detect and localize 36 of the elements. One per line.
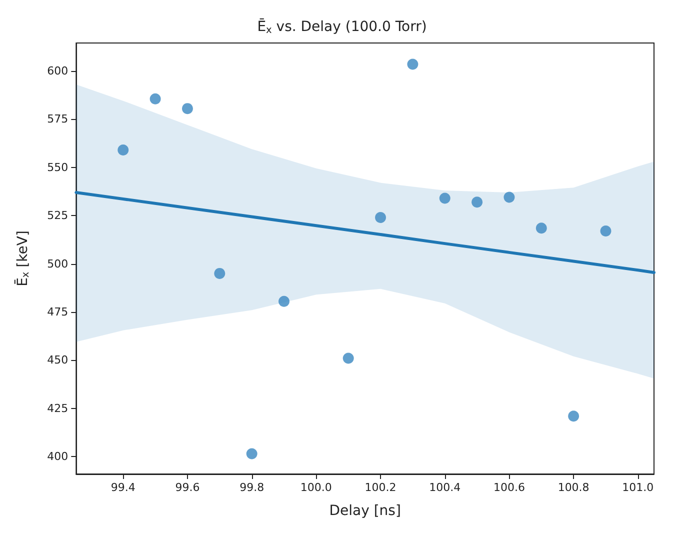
y-tick-label: 525 bbox=[47, 209, 68, 222]
point bbox=[246, 448, 258, 460]
y-tick-label: 475 bbox=[47, 306, 68, 319]
y-tick-label: 600 bbox=[47, 64, 68, 78]
y-tick-label: 550 bbox=[47, 160, 68, 174]
y-tick-label: 400 bbox=[47, 450, 68, 464]
x-tick-label: 99.8 bbox=[240, 481, 264, 494]
point bbox=[150, 93, 161, 104]
point bbox=[600, 226, 612, 237]
x-tick-label: 100.8 bbox=[558, 481, 590, 494]
y-tick-label: 425 bbox=[47, 402, 68, 415]
point bbox=[214, 268, 226, 279]
x-axis-title: Delay [ns] bbox=[329, 503, 401, 519]
point bbox=[342, 352, 354, 364]
point bbox=[504, 192, 515, 203]
point bbox=[118, 144, 129, 156]
x-tick-label: 99.4 bbox=[110, 481, 136, 494]
point bbox=[407, 58, 418, 70]
point bbox=[375, 212, 386, 224]
point bbox=[439, 192, 450, 204]
point bbox=[278, 296, 290, 307]
x-tick-label: 100.2 bbox=[364, 481, 396, 494]
y-axis-title: Ēx [keV] bbox=[14, 230, 32, 286]
line-series bbox=[74, 190, 656, 274]
y-tick-label: 575 bbox=[47, 112, 68, 126]
x-tick-label: 100.6 bbox=[493, 481, 525, 494]
y-tick-label: 500 bbox=[47, 257, 68, 270]
x-tick-label: 99.6 bbox=[175, 481, 200, 494]
point bbox=[182, 103, 193, 114]
point bbox=[536, 222, 547, 234]
point bbox=[472, 196, 483, 208]
x-tick-label: 100.4 bbox=[429, 481, 461, 494]
y-tick-label: 450 bbox=[47, 354, 68, 367]
x-tick-label: 101.0 bbox=[622, 481, 654, 494]
x-tick-label: 100.0 bbox=[300, 481, 332, 494]
point bbox=[568, 410, 580, 422]
